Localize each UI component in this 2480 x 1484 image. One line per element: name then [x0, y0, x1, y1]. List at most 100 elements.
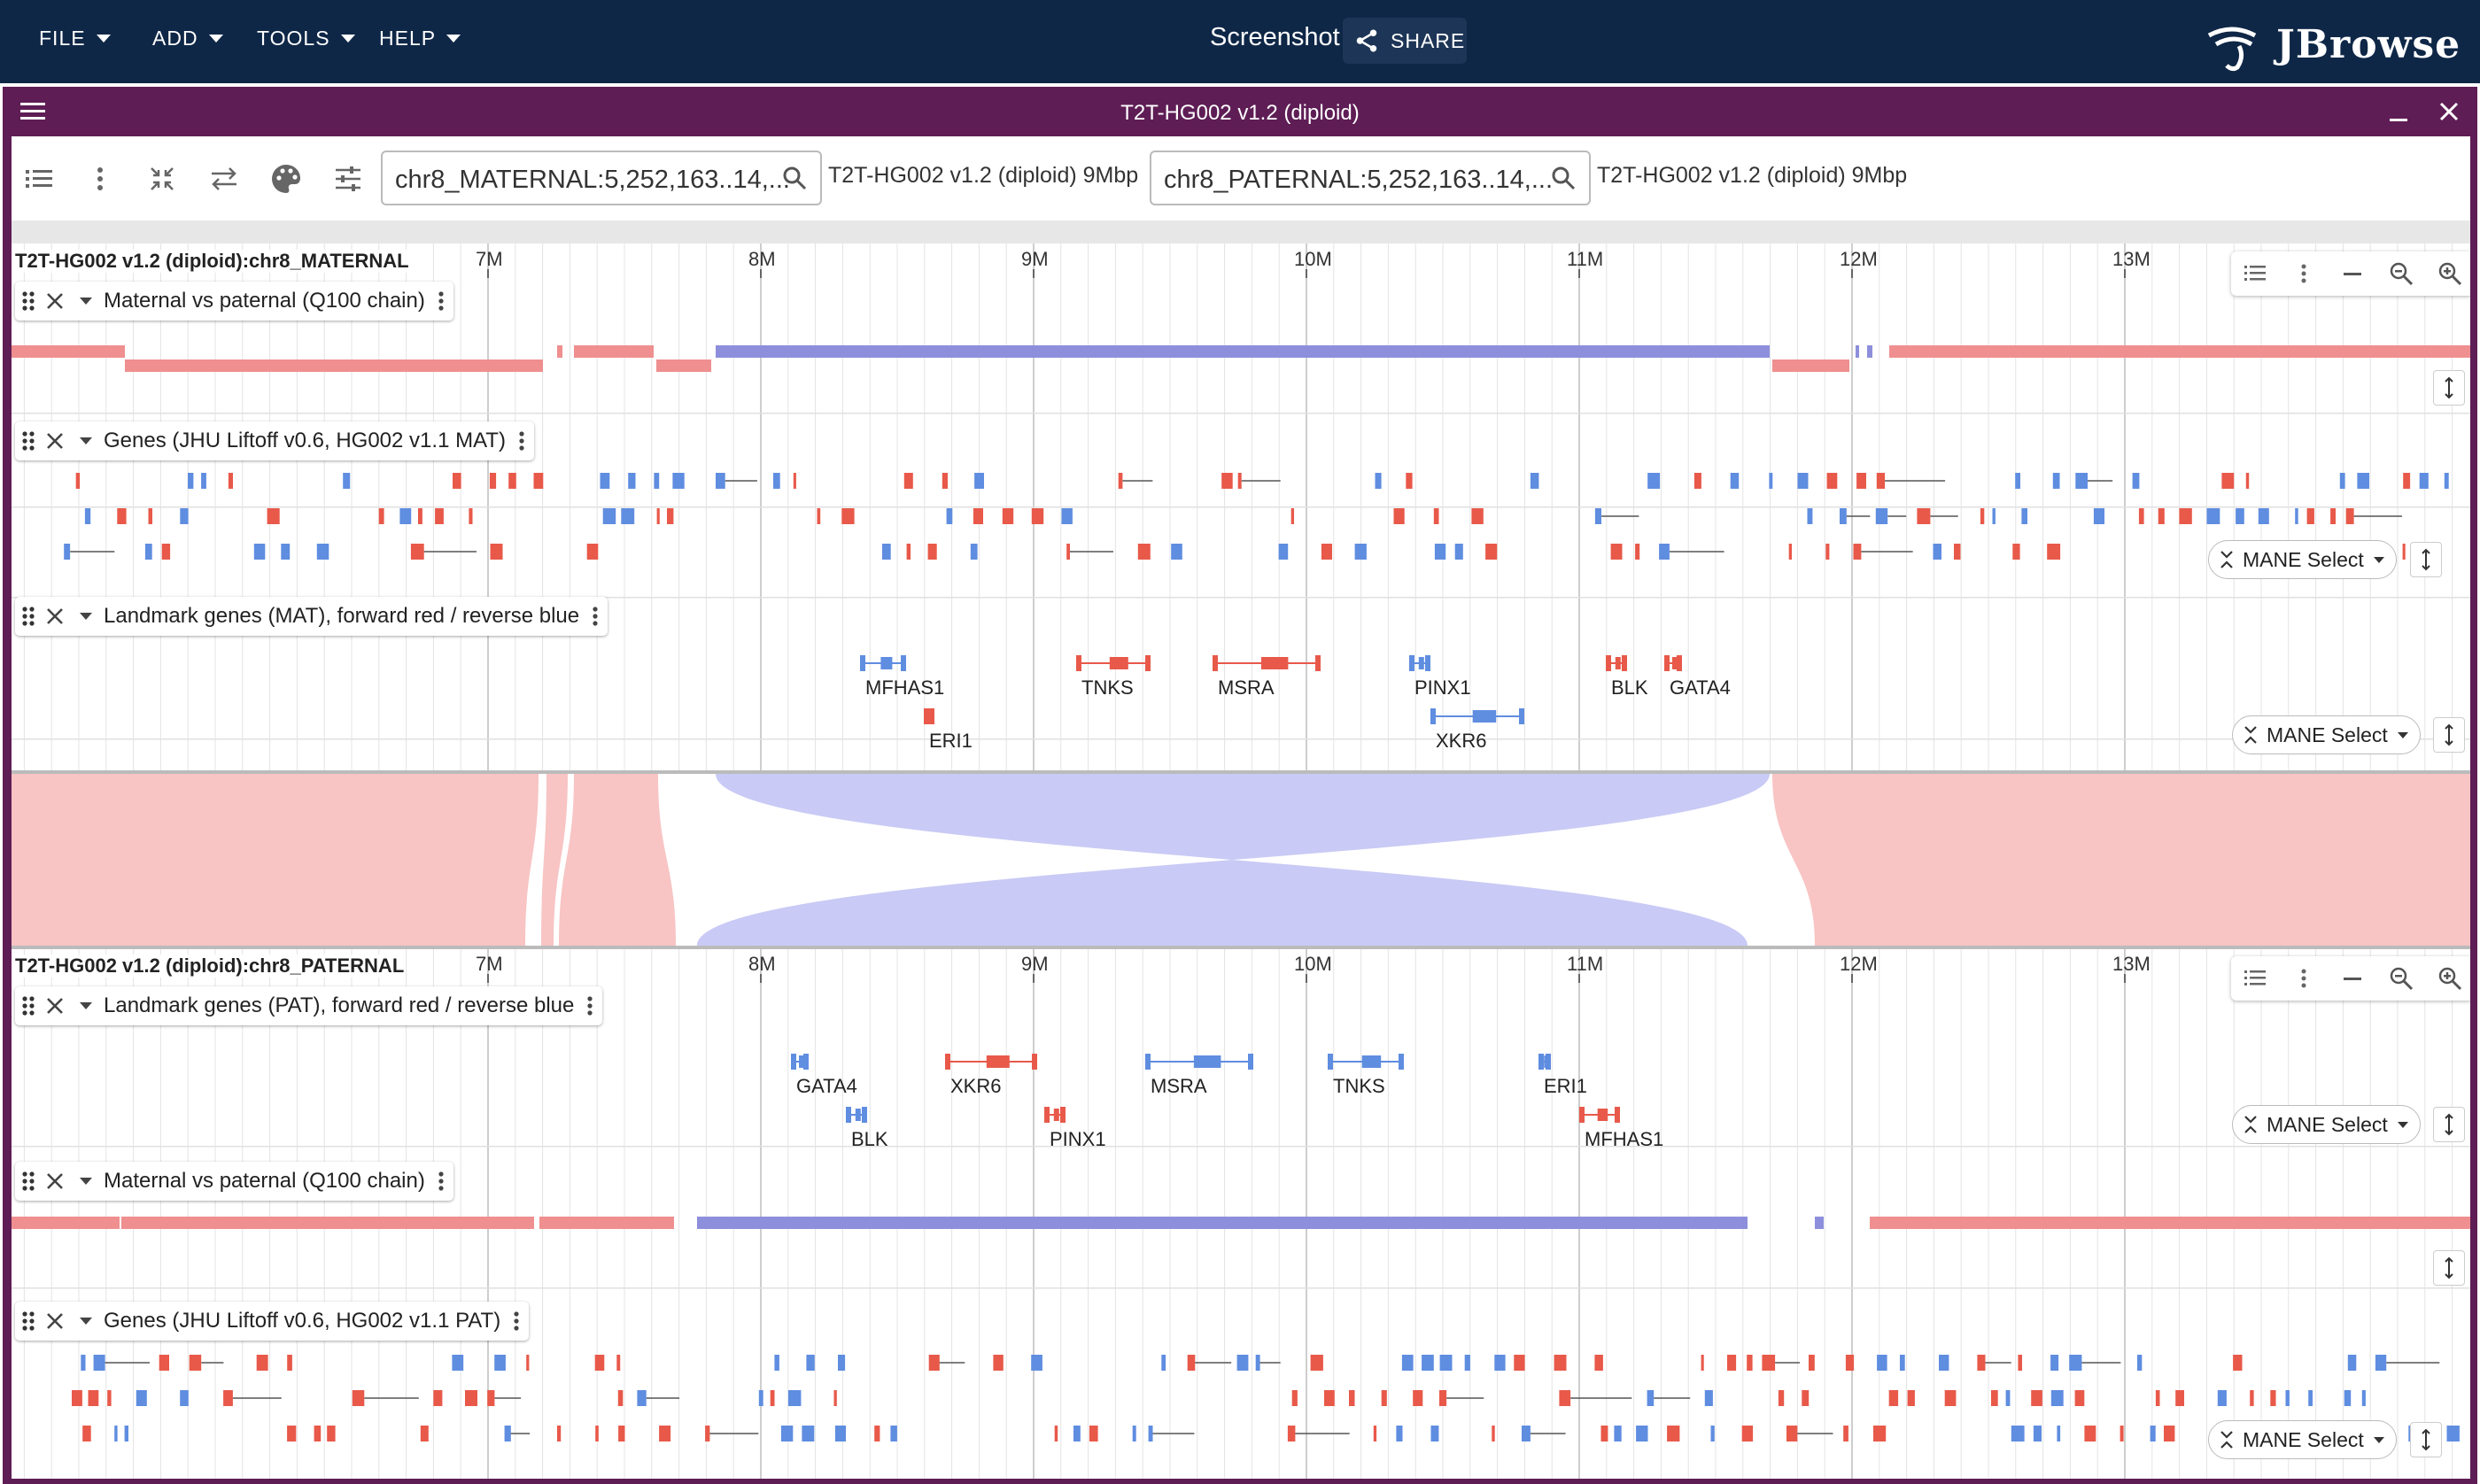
- gene-feature: [72, 1390, 82, 1406]
- paternal-landmark-exon: [1361, 1055, 1382, 1068]
- track-list-icon[interactable]: [2231, 261, 2280, 286]
- gene-feature: [1321, 544, 1332, 560]
- maternal-landmark-exon: [1145, 655, 1151, 671]
- tracks-canvas[interactable]: 7M 8M 9M 10M 11M 12M 13M 7M 8M 9M 10M 11M 12M 13M MFHA…: [12, 136, 2470, 1479]
- gene-feature: [352, 1390, 365, 1406]
- track-name: Genes (JHU Liftoff v0.6, HG002 v1.1 MAT): [104, 429, 506, 452]
- drag-handle-icon[interactable]: [20, 605, 36, 628]
- resize-handle[interactable]: [2410, 1422, 2442, 1457]
- track-list-icon[interactable]: [2231, 966, 2280, 991]
- gene-feature: [802, 1426, 815, 1441]
- chevron-down-icon[interactable]: [79, 1176, 93, 1186]
- gene-feature: [378, 508, 384, 524]
- gene-feature: [1471, 508, 1484, 524]
- palette-icon[interactable]: [268, 161, 304, 197]
- paternal-landmark-exon: [986, 1055, 1010, 1068]
- gene-feature: [465, 1390, 477, 1406]
- kebab-icon[interactable]: [2280, 966, 2329, 991]
- search-icon[interactable]: [781, 165, 808, 191]
- kebab-icon[interactable]: [438, 290, 445, 313]
- zoom-in-icon[interactable]: [2425, 260, 2470, 287]
- share-button[interactable]: SHARE: [1343, 18, 1467, 64]
- resize-handle[interactable]: [2410, 542, 2442, 577]
- gene-feature: [489, 473, 497, 489]
- minus-icon[interactable]: [2329, 966, 2377, 991]
- paternal-landmark-exon: [1615, 1107, 1620, 1123]
- kebab-icon[interactable]: [586, 994, 593, 1017]
- gene-feature: [882, 544, 891, 560]
- tune-icon[interactable]: [330, 161, 366, 197]
- drag-handle-icon[interactable]: [20, 290, 36, 313]
- mane-select-dropdown[interactable]: MANE Select: [2232, 715, 2421, 754]
- paternal-landmark-exon: [1597, 1109, 1608, 1121]
- mane-select-dropdown[interactable]: MANE Select: [2208, 540, 2397, 579]
- paternal-landmark-exon: [846, 1107, 851, 1123]
- squish-icon[interactable]: [144, 161, 180, 197]
- close-icon[interactable]: [45, 607, 65, 626]
- gene-feature: [2419, 473, 2429, 489]
- gene-feature: [1439, 1355, 1453, 1371]
- maternal-ruler-tick-label: 10M: [1294, 248, 1332, 270]
- paternal-landmark-exon: [1538, 1054, 1544, 1070]
- menu-tools[interactable]: TOOLS: [257, 27, 355, 50]
- kebab-icon[interactable]: [2280, 261, 2329, 286]
- drag-handle-icon[interactable]: [20, 429, 36, 452]
- height-icon: [2422, 1428, 2430, 1451]
- close-icon[interactable]: [2438, 101, 2460, 122]
- paternal-landmark-label: GATA4: [796, 1075, 857, 1097]
- chevron-down-icon[interactable]: [79, 1316, 93, 1326]
- mane-select-dropdown[interactable]: MANE Select: [2208, 1420, 2397, 1459]
- gene-feature: [1873, 1426, 1887, 1441]
- menu-file[interactable]: FILE: [39, 27, 111, 50]
- gene-feature: [2285, 1390, 2290, 1406]
- menu-help[interactable]: HELP: [379, 27, 461, 50]
- swap-icon[interactable]: [206, 161, 242, 197]
- search-icon[interactable]: [1550, 165, 1577, 191]
- kebab-icon[interactable]: [592, 605, 599, 628]
- close-icon[interactable]: [45, 431, 65, 451]
- minus-icon[interactable]: [2329, 261, 2377, 286]
- resize-handle[interactable]: [2433, 1250, 2465, 1286]
- chevron-down-icon[interactable]: [79, 436, 93, 446]
- zoom-out-icon[interactable]: [2376, 965, 2425, 992]
- drag-handle-icon[interactable]: [20, 994, 36, 1017]
- gene-feature: [1148, 1426, 1153, 1441]
- gene-feature: [1430, 1426, 1439, 1441]
- gene-feature: [2164, 1426, 2175, 1441]
- view-title: T2T-HG002 v1.2 (diploid): [1120, 101, 1360, 125]
- view-menu-icon[interactable]: [20, 101, 45, 122]
- gene-feature: [452, 1355, 464, 1371]
- menu-add[interactable]: ADD: [152, 27, 223, 50]
- close-icon[interactable]: [45, 1171, 65, 1191]
- kebab-icon[interactable]: [518, 429, 525, 452]
- track-list-icon[interactable]: [20, 161, 56, 197]
- gene-feature: [1349, 1390, 1355, 1406]
- session-name[interactable]: Screenshot: [1210, 23, 1340, 51]
- kebab-icon[interactable]: [513, 1310, 520, 1333]
- maternal-landmark-exon: [1409, 655, 1414, 671]
- resize-handle[interactable]: [2433, 717, 2465, 753]
- minimize-icon[interactable]: [2389, 104, 2408, 124]
- mane-select-dropdown[interactable]: MANE Select: [2232, 1105, 2421, 1144]
- kebab-icon[interactable]: [438, 1170, 445, 1193]
- drag-handle-icon[interactable]: [20, 1170, 36, 1193]
- chevron-down-icon[interactable]: [79, 611, 93, 622]
- chevron-down-icon[interactable]: [79, 1001, 93, 1011]
- close-icon[interactable]: [45, 1311, 65, 1331]
- gene-feature: [2306, 508, 2314, 524]
- resize-handle[interactable]: [2433, 370, 2465, 406]
- close-icon[interactable]: [45, 996, 65, 1016]
- gene-feature: [600, 473, 610, 489]
- gene-feature: [602, 508, 616, 524]
- top-location-input[interactable]: chr8_MATERNAL:5,252,163..14,...: [381, 151, 822, 205]
- drag-handle-icon[interactable]: [20, 1310, 36, 1333]
- resize-handle[interactable]: [2433, 1107, 2465, 1142]
- bottom-location-input[interactable]: chr8_PATERNAL:5,252,163..14,...: [1150, 151, 1591, 205]
- kebab-icon[interactable]: [82, 161, 118, 197]
- zoom-out-icon[interactable]: [2376, 260, 2425, 287]
- chain-block: [1772, 359, 1849, 372]
- close-icon[interactable]: [45, 291, 65, 311]
- chevron-down-icon[interactable]: [79, 296, 93, 306]
- track-separator: [12, 506, 2470, 508]
- zoom-in-icon[interactable]: [2425, 965, 2470, 992]
